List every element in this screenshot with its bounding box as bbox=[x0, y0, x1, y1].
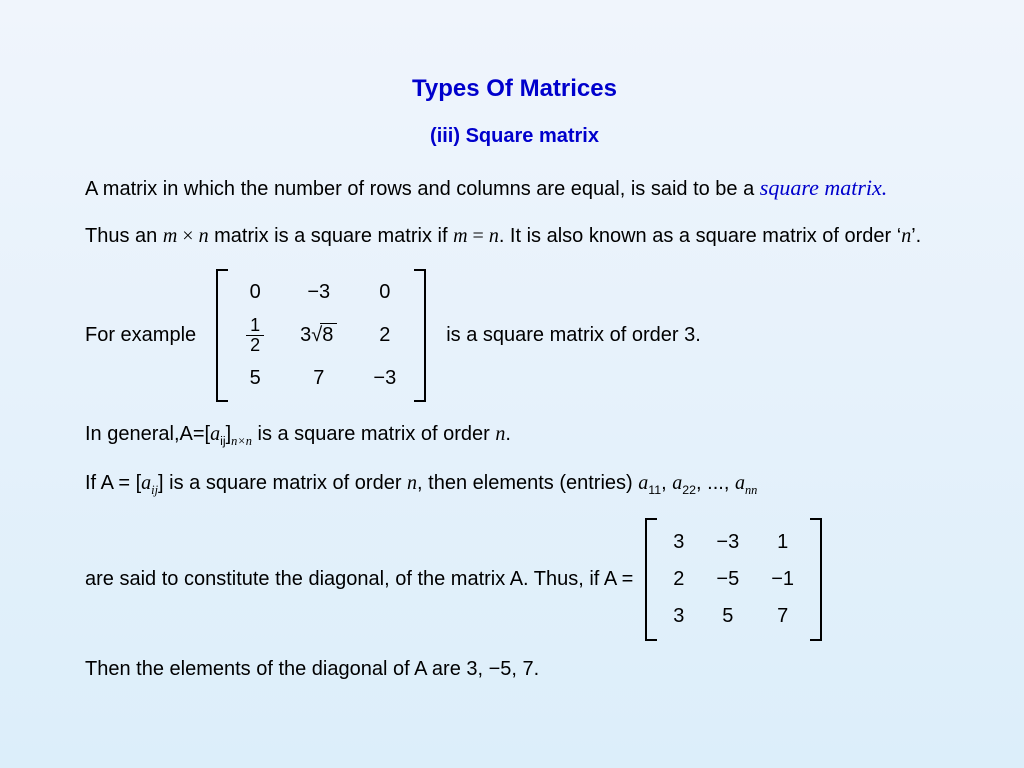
var-n2: n bbox=[489, 225, 499, 247]
cond-d: ’. bbox=[911, 225, 921, 247]
radicand-8: 8 bbox=[320, 323, 337, 347]
var-m2: m bbox=[453, 225, 467, 247]
example-lead: For example bbox=[85, 321, 196, 350]
m2-r3c2: 5 bbox=[700, 598, 755, 635]
m2-r1c1: 3 bbox=[657, 524, 700, 561]
slide-subtitle: (iii) Square matrix bbox=[85, 125, 944, 148]
paragraph-diagonal-values: Then the elements of the diagonal of A a… bbox=[85, 655, 944, 684]
var-n3: n bbox=[901, 225, 911, 247]
ent-e1a: a bbox=[638, 472, 648, 494]
paragraph-general: In general,A=[aij]n×n is a square matrix… bbox=[85, 420, 944, 451]
m1-r3c2: 7 bbox=[282, 361, 355, 396]
m2-r3c3: 7 bbox=[755, 598, 810, 635]
m1-r1c1: 0 bbox=[228, 275, 282, 310]
gen-sub-nxn: n×n bbox=[231, 434, 252, 448]
ent-ena: a bbox=[735, 472, 745, 494]
ent-e2s: 22 bbox=[682, 483, 696, 497]
ent-a: If A = [ bbox=[85, 472, 141, 494]
gen-a: In general,A=[ bbox=[85, 423, 210, 445]
gen-c: is a square matrix of order bbox=[252, 423, 495, 445]
example-row: For example 0 −3 0 1 2 3√8 bbox=[85, 269, 944, 402]
ent-ens: nn bbox=[745, 483, 757, 497]
ent-b: ] is a square matrix of order bbox=[158, 472, 407, 494]
ent-a-ij: ij bbox=[151, 483, 158, 497]
m2-r3c1: 3 bbox=[657, 598, 700, 635]
cond-c: . It is also known as a square matrix of… bbox=[499, 225, 901, 247]
m2-r2c2: −5 bbox=[700, 561, 755, 598]
matrix1-table: 0 −3 0 1 2 3√8 2 bbox=[228, 275, 414, 396]
times-sym: × bbox=[177, 225, 198, 247]
slide-container: Types Of Matrices (iii) Square matrix A … bbox=[0, 0, 1024, 742]
paragraph-diagonal: are said to constitute the diagonal, of … bbox=[85, 518, 944, 641]
m1-r1c3: 0 bbox=[355, 275, 414, 310]
diag-a: are said to constitute the diagonal, of … bbox=[85, 565, 633, 594]
m2-r1c2: −3 bbox=[700, 524, 755, 561]
example-matrix-1: 0 −3 0 1 2 3√8 2 bbox=[216, 269, 426, 402]
slide-title: Types Of Matrices bbox=[85, 75, 944, 103]
def-text-a: A matrix in which the number of rows and… bbox=[85, 178, 760, 200]
m2-r1c3: 1 bbox=[755, 524, 810, 561]
paragraph-definition: A matrix in which the number of rows and… bbox=[85, 172, 944, 204]
paragraph-entries: If A = [aij] is a square matrix of order… bbox=[85, 469, 944, 500]
def-term: square matrix. bbox=[760, 175, 888, 200]
ent-n: n bbox=[407, 472, 417, 494]
m2-r2c3: −1 bbox=[755, 561, 810, 598]
var-m: m bbox=[163, 225, 177, 247]
m1-r2c3: 2 bbox=[355, 310, 414, 361]
ent-a-elem: a bbox=[141, 472, 151, 494]
ent-com1: , bbox=[661, 472, 672, 494]
ent-c: , then elements (entries) bbox=[417, 472, 638, 494]
var-n: n bbox=[199, 225, 209, 247]
paragraph-condition: Thus an m × n matrix is a square matrix … bbox=[85, 222, 944, 251]
cond-b: matrix is a square matrix if bbox=[209, 225, 454, 247]
sqrt-8: √8 bbox=[311, 323, 337, 347]
frac-den: 2 bbox=[246, 336, 264, 355]
m1-r1c2: −3 bbox=[282, 275, 355, 310]
frac-num: 1 bbox=[246, 316, 264, 336]
m1-r2c2: 3√8 bbox=[282, 310, 355, 361]
gen-d: . bbox=[505, 423, 511, 445]
cond-a: Thus an bbox=[85, 225, 163, 247]
ent-com2: , ..., bbox=[696, 472, 735, 494]
m1-r3c3: −3 bbox=[355, 361, 414, 396]
m2-r2c1: 2 bbox=[657, 561, 700, 598]
gen-a-elem: a bbox=[210, 423, 220, 445]
frac-half: 1 2 bbox=[246, 316, 264, 355]
example-tail: is a square matrix of order 3. bbox=[446, 321, 701, 350]
example-matrix-2: 3 −3 1 2 −5 −1 3 5 7 bbox=[645, 518, 822, 641]
gen-n: n bbox=[495, 423, 505, 445]
ent-e1s: 11 bbox=[648, 483, 661, 497]
m1-r2c1: 1 2 bbox=[228, 310, 282, 361]
eq-sym: = bbox=[468, 225, 489, 247]
m1-r3c1: 5 bbox=[228, 361, 282, 396]
ent-e2a: a bbox=[672, 472, 682, 494]
matrix2-table: 3 −3 1 2 −5 −1 3 5 7 bbox=[657, 524, 810, 635]
